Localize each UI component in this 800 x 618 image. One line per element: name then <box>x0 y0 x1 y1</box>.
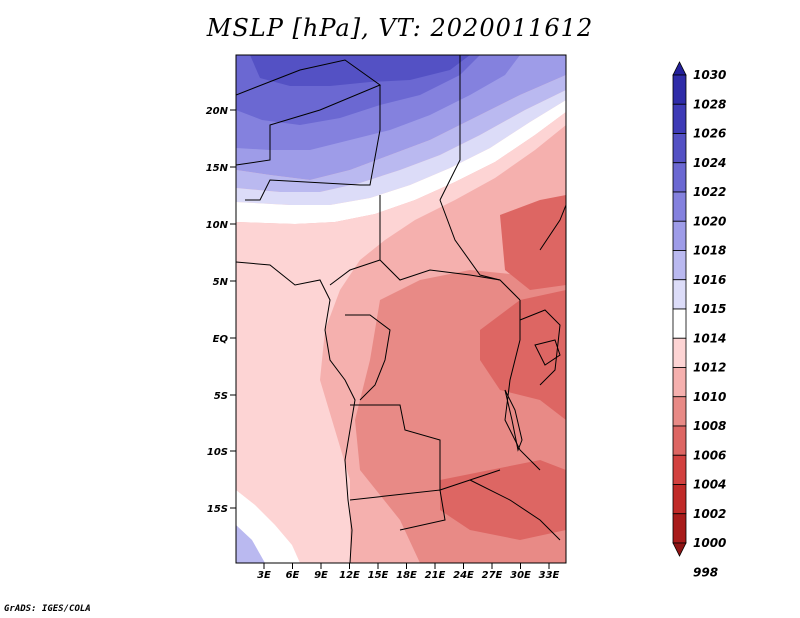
coastline-west <box>236 261 356 563</box>
border-east-4 <box>539 204 566 251</box>
colorbar-band <box>672 513 687 544</box>
colorbar-label: 1020 <box>693 214 726 228</box>
border-central-2 <box>379 259 521 301</box>
lon-label: 15E <box>368 570 389 581</box>
chart-title: MSLP [hPa], VT: 2020011612 <box>206 14 594 42</box>
lon-label: 33E <box>539 570 560 581</box>
border-north-1 <box>236 59 382 166</box>
colorbar-label: 1008 <box>693 419 726 433</box>
colorbar-band <box>672 74 687 105</box>
colorbar-label: 1012 <box>693 361 726 375</box>
colorbar-label: 1000 <box>693 536 726 550</box>
lat-label: 5N <box>213 277 229 288</box>
colorbar-label: 1014 <box>693 331 726 345</box>
border-east-3 <box>469 479 561 541</box>
lon-label: 9E <box>314 570 328 581</box>
colorbar-label: 998 <box>693 565 718 579</box>
field-1014-band <box>236 100 566 224</box>
lat-label: EQ <box>213 334 229 345</box>
field-1016-sw <box>236 525 265 563</box>
lat-label: 10N <box>206 220 229 231</box>
colorbar-top-arrow <box>672 61 687 76</box>
lat-label: 15N <box>206 163 229 174</box>
grads-footer: GrADS: IGES/COLA <box>4 604 91 614</box>
colorbar-band <box>672 454 687 485</box>
lon-label: 6E <box>286 570 300 581</box>
latitude-axis: 20N 15N 10N 5N EQ 5S 10S 15S <box>206 106 236 515</box>
lake-victoria <box>534 339 561 366</box>
lake-tanganyika <box>504 389 523 452</box>
colorbar-label: 1028 <box>693 97 726 111</box>
colorbar-bottom-arrow <box>672 542 687 557</box>
field-1016-band <box>236 75 566 192</box>
field-1015-band <box>236 90 566 205</box>
border-chad-sudan <box>439 199 501 281</box>
lon-label: 24E <box>453 570 474 581</box>
colorbar-label: 1016 <box>693 273 726 287</box>
colorbar-band <box>672 250 687 281</box>
colorbar-band <box>672 425 687 456</box>
lon-label: 27E <box>482 570 503 581</box>
colorbar-label: 1015 <box>693 302 726 316</box>
colorbar-label: 1006 <box>693 448 726 462</box>
colorbar-label: 1002 <box>693 507 726 521</box>
colorbar: 1030 1028 1026 1024 1022 1020 1018 1016 1015 1014… <box>672 61 726 579</box>
border-north-2 <box>245 85 381 201</box>
colorbar-band <box>672 396 687 427</box>
lat-label: 15S <box>207 504 228 515</box>
colorbar-band <box>672 308 687 339</box>
lon-label: 21E <box>425 570 446 581</box>
colorbar-label: 1030 <box>693 68 726 82</box>
colorbar-label: 1004 <box>693 478 726 492</box>
colorbar-label: 1026 <box>693 127 726 141</box>
lon-label: 30E <box>510 570 531 581</box>
lat-label: 20N <box>206 106 229 117</box>
lon-label: 12E <box>339 570 360 581</box>
border-angola-south <box>349 489 446 531</box>
colorbar-band <box>672 279 687 310</box>
colorbar-band <box>672 133 687 164</box>
colorbar-band <box>672 162 687 193</box>
pressure-field <box>236 55 566 563</box>
colorbar-label: 1018 <box>693 244 726 258</box>
map-frame <box>235 54 567 564</box>
colorbar-band <box>672 220 687 251</box>
colorbar-label: 1022 <box>693 185 726 199</box>
longitude-axis: 3E 6E 9E 12E 15E 18E 21E 24E 27E 30E 33E <box>257 563 560 581</box>
colorbar-band <box>672 484 687 515</box>
field-1006-northeast <box>500 195 566 290</box>
colorbar-band <box>672 191 687 222</box>
lat-label: 5S <box>214 391 228 402</box>
lat-label: 10S <box>207 447 228 458</box>
border-east-2 <box>519 309 561 386</box>
field-1006-region <box>480 290 566 420</box>
border-central-1 <box>329 195 381 286</box>
colorbar-label: 1010 <box>693 390 726 404</box>
lon-label: 3E <box>257 570 271 581</box>
field-1012-band <box>236 112 566 563</box>
colorbar-band <box>672 367 687 398</box>
border-libya-egypt <box>439 55 461 201</box>
borders <box>236 55 566 563</box>
border-congo-1 <box>345 314 391 401</box>
colorbar-band <box>672 337 687 368</box>
lon-label: 18E <box>396 570 417 581</box>
colorbar-band <box>672 103 687 134</box>
colorbar-label: 1024 <box>693 156 726 170</box>
